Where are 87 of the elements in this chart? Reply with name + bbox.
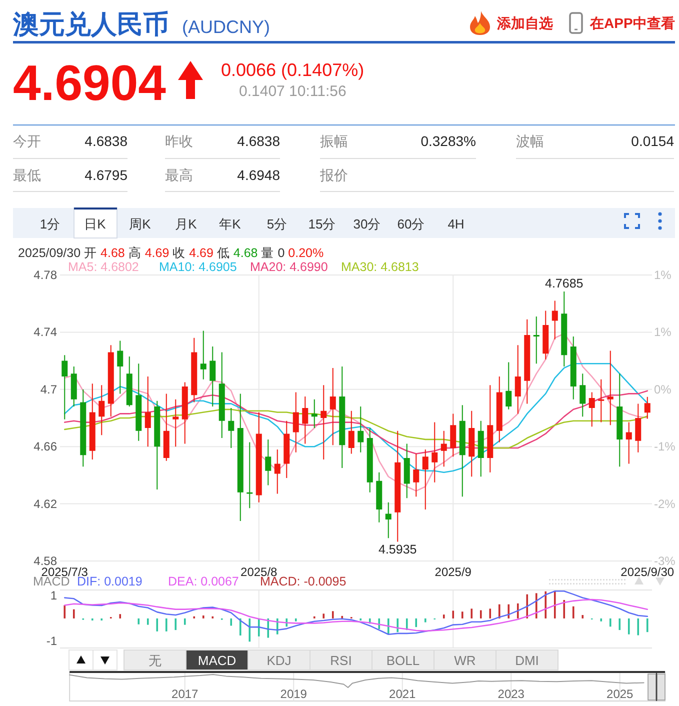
text: 4.6795 [84, 167, 128, 183]
line-series [64, 363, 648, 473]
text: 2025/09/30 开 4.68 高 4.69 收 4.69 低 4.68 量 0 0.20% [18, 246, 324, 260]
legend: MA5: 4.6802 MA10: 4.6905 MA20: 4.6990 MA30: 4.6813 [68, 260, 419, 274]
candlestick [228, 408, 234, 448]
text: 无 [148, 653, 162, 668]
text: 日K [84, 216, 106, 232]
y-tick-label: 4.58 [34, 554, 58, 568]
text: 年K [219, 216, 242, 232]
text: 振幅 [320, 133, 348, 149]
text: 5分 [266, 216, 288, 232]
text: 0.3283% [420, 133, 476, 149]
x-tick-label: 2025 [606, 687, 634, 701]
candlestick [552, 300, 558, 340]
text: 0.0154 [631, 133, 674, 149]
text: 最高 [165, 167, 193, 183]
candlestick [440, 430, 447, 467]
text: 15分 [308, 216, 336, 232]
candlestick [432, 422, 438, 482]
text: DMI [515, 653, 539, 668]
y2-tick-label: -1% [654, 440, 676, 454]
y2-tick-label: 1% [654, 268, 672, 282]
y2-tick-label: -2% [654, 496, 676, 511]
y2-tick-label: 1% [654, 325, 672, 340]
text: 30分 [353, 216, 381, 232]
candlestick [533, 316, 540, 364]
text: 60分 [397, 216, 425, 232]
candlestick [246, 442, 253, 508]
text: 波幅 [516, 133, 544, 149]
text: 今开 [13, 133, 41, 149]
text: 0.1407 10:11:56 [239, 83, 346, 100]
text: 4.6904 [13, 55, 166, 111]
text: 在APP中查看 [589, 15, 675, 31]
candlestick [607, 350, 614, 426]
text: 报价 [319, 167, 348, 183]
text: 月K [175, 216, 198, 232]
text: KDJ [266, 653, 292, 668]
line-series [64, 598, 648, 632]
text: 最低 [13, 167, 41, 183]
candlestick [422, 449, 428, 510]
text: BOLL [386, 653, 420, 668]
text: WR [454, 653, 476, 668]
candlestick [358, 406, 364, 452]
candlestick [385, 502, 392, 538]
candlestick [311, 399, 318, 428]
text: 添加自选 [496, 15, 553, 31]
text: 4H [448, 216, 464, 232]
y-tick-label: 1 [50, 588, 58, 603]
x-tick-label: 2025/9/30 [620, 565, 674, 579]
line-series [64, 590, 648, 635]
text: 澳元兑人民币 [12, 9, 169, 39]
text: 1分 [40, 216, 60, 232]
candlestick [413, 454, 420, 497]
text: 0.0066 (0.1407%) [221, 60, 364, 80]
candlestick [144, 376, 151, 447]
y-tick-label: -1 [46, 634, 58, 648]
text: 4.6948 [237, 167, 280, 183]
y2-tick-label: -3% [654, 554, 676, 568]
candlestick [330, 368, 336, 446]
x-tick-label: 2025/9 [434, 565, 472, 579]
y-tick-label: 4.7 [40, 382, 58, 396]
candlestick [320, 385, 327, 460]
y-tick-label: 4.66 [34, 440, 58, 454]
text: (AUDCNY) [182, 17, 270, 37]
x-tick-label: 2023 [498, 687, 525, 701]
text: 周K [129, 216, 152, 232]
y2-tick-label: 0% [654, 382, 672, 396]
x-tick-label: 2021 [389, 687, 416, 701]
candlestick [265, 439, 272, 486]
candlestick [200, 330, 206, 380]
annotation: 4.5935 [378, 542, 417, 557]
line-series [64, 332, 648, 492]
text: MACD [198, 653, 236, 668]
candlestick [274, 449, 280, 494]
text: 4.6838 [84, 133, 128, 149]
text: 4.6838 [237, 133, 280, 149]
x-tick-label: 2019 [280, 687, 308, 701]
y-tick-label: 4.78 [34, 268, 58, 282]
text: RSI [330, 653, 352, 668]
x-tick-label: 2017 [172, 687, 199, 701]
annotation: 4.7685 [545, 276, 584, 290]
y-tick-label: 4.62 [34, 496, 58, 511]
y-tick-label: 4.74 [34, 325, 58, 340]
text: 昨收 [165, 133, 193, 149]
candlestick [172, 399, 179, 447]
candlestick [598, 379, 604, 422]
candlestick [626, 422, 632, 464]
